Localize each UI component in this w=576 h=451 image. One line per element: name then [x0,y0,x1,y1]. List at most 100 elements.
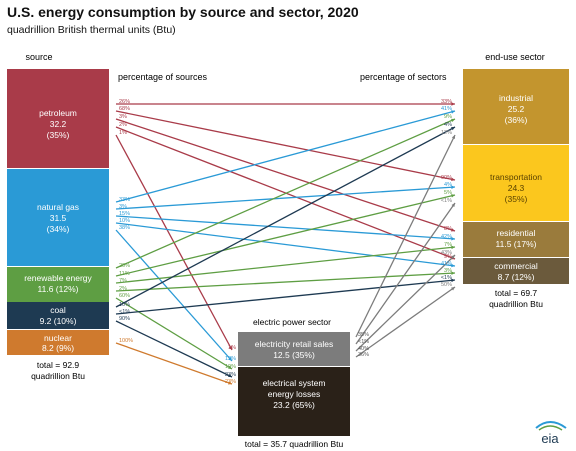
residential-box [463,222,569,257]
residential-name: residential [497,228,536,238]
industrial-share-0: 33% [441,99,452,105]
transportation-value: 24.3 [508,183,525,193]
transportation-share-1: 4% [444,182,452,188]
renewable-flow-1-arrowhead [451,194,455,198]
petroleum-name: petroleum [39,108,77,118]
natural-gas-flow-1-arrowhead [451,185,455,189]
electricity-retail-name: electricity retail sales [255,339,333,349]
natural-gas-flow-4-arrowhead [228,357,232,361]
coal-box [7,302,109,329]
energy-losses-name-2: energy losses [268,389,320,399]
petroleum-value: 32.2 [50,119,67,129]
natural-gas-share-0: 33% [119,197,130,203]
electric-retail-flow-0 [355,134,456,338]
energy-losses-value: 23.2 (65%) [273,400,315,410]
natural-gas-share-1: 3% [119,204,127,210]
petroleum-share-3: 2% [119,122,127,128]
renewable-flow-0-arrowhead [451,118,455,123]
natural-gas-flow-2 [115,215,456,240]
nuclear-share-0: 100% [119,338,133,344]
coal-flow-1 [115,279,456,315]
residential-share-1: 42% [441,234,452,240]
natural-gas-share-2: 15% [119,211,130,217]
electric-output-share-3: 36% [358,352,369,358]
commercial-share-1: 41% [441,261,452,267]
petroleum-share-4: 1% [119,130,127,136]
petroleum-box [7,69,109,168]
page-title: U.S. energy consumption by source and se… [7,4,359,20]
nuclear-name: nuclear [44,333,72,343]
renewable-energy-value: 11.6 (12%) [38,284,79,294]
renewable-share-4: 60% [119,293,130,299]
natural-gas-share-4: 38% [119,225,130,231]
coal-flow-1-arrowhead [451,278,455,283]
electricity-retail-box [238,332,350,366]
residential-share-0: 8% [444,226,452,232]
industrial-share-4: 12% [441,130,452,136]
coal-share-1: <1% [119,309,130,315]
electric-input-share-1: 13% [225,356,236,362]
renewable-flow-3 [115,272,456,292]
flow-share-labels: 26%68%3%2%1%33%3%15%10%38%20%11%7%2%60%1… [119,99,452,385]
industrial-value: 25.2 [508,104,525,114]
transportation-pct: (35%) [505,194,528,204]
coal-share-0: 10% [119,302,130,308]
commercial-share-4: 50% [441,282,452,288]
petroleum-flow-2 [115,118,456,232]
electric-output-share-2: 40% [358,346,369,352]
renewable-energy-box [7,267,109,302]
natural-gas-value: 31.5 [50,213,67,223]
electric-input-share-2: 19% [225,364,236,370]
commercial-value: 8.7 (12%) [498,272,535,282]
natural-gas-flow-3-arrowhead [451,263,455,268]
renewable-flow-2 [115,246,456,284]
electric-retail-flow-0-arrowhead [451,135,455,139]
electric-retail-flow-3 [355,286,456,358]
commercial-share-3: <1% [441,275,452,281]
petroleum-share-0: 26% [119,99,130,105]
industrial-pct: (36%) [505,115,528,125]
electric-retail-flow-2 [355,254,456,352]
electric-power-sector-label: electric power sector [253,317,331,327]
source-total-line2: quadrillion Btu [31,371,85,381]
natural-gas-share-3: 10% [119,218,130,224]
source-column-label: source [25,52,52,62]
electric-output-share-0: 35% [358,332,369,338]
petroleum-share-1: 68% [119,106,130,112]
industrial-box [463,69,569,144]
commercial-share-0: 9% [444,254,452,260]
petroleum-share-2: 3% [119,114,127,120]
electric-input-share-3: 23% [225,372,236,378]
natural-gas-flow-0 [115,110,456,203]
natural-gas-pct: (34%) [47,224,70,234]
end-use-sector-label: end-use sector [485,52,545,62]
percentage-of-sectors-label: percentage of sectors [360,72,447,82]
electricity-retail-value: 12.5 (35%) [273,350,315,360]
eia-logo: eia [535,421,567,446]
electric-retail-flow-1-arrowhead [451,203,455,207]
commercial-box [463,258,569,284]
natural-gas-flow-0-arrowhead [451,110,455,114]
petroleum-flow-2-arrowhead [451,228,455,232]
sector-total-line1: total = 69.7 [495,288,538,298]
renewable-flow-4 [115,297,233,370]
commercial-share-2: 3% [444,268,452,274]
natural-gas-box [7,169,109,266]
coal-flow-0-arrowhead [451,127,455,131]
petroleum-flow-1-arrowhead [451,177,455,181]
renewable-share-0: 20% [119,263,130,269]
transportation-share-3: <1% [441,198,452,204]
natural-gas-flow-2-arrowhead [451,237,455,241]
transportation-name: transportation [490,172,542,182]
renewable-flow-3-arrowhead [451,271,455,275]
transportation-share-2: 5% [444,190,452,196]
industrial-share-2: 9% [444,114,452,120]
residential-share-2: 7% [444,242,452,248]
renewable-share-2: 7% [119,278,127,284]
electric-retail-flow-3-arrowhead [451,287,455,291]
transportation-share-0: 90% [441,175,452,181]
industrial-share-3: 4% [444,122,452,128]
electric-retail-flow-2-arrowhead [451,255,455,259]
petroleum-flow-4-arrowhead [228,346,232,350]
renewable-flow-4-arrowhead [228,365,232,369]
